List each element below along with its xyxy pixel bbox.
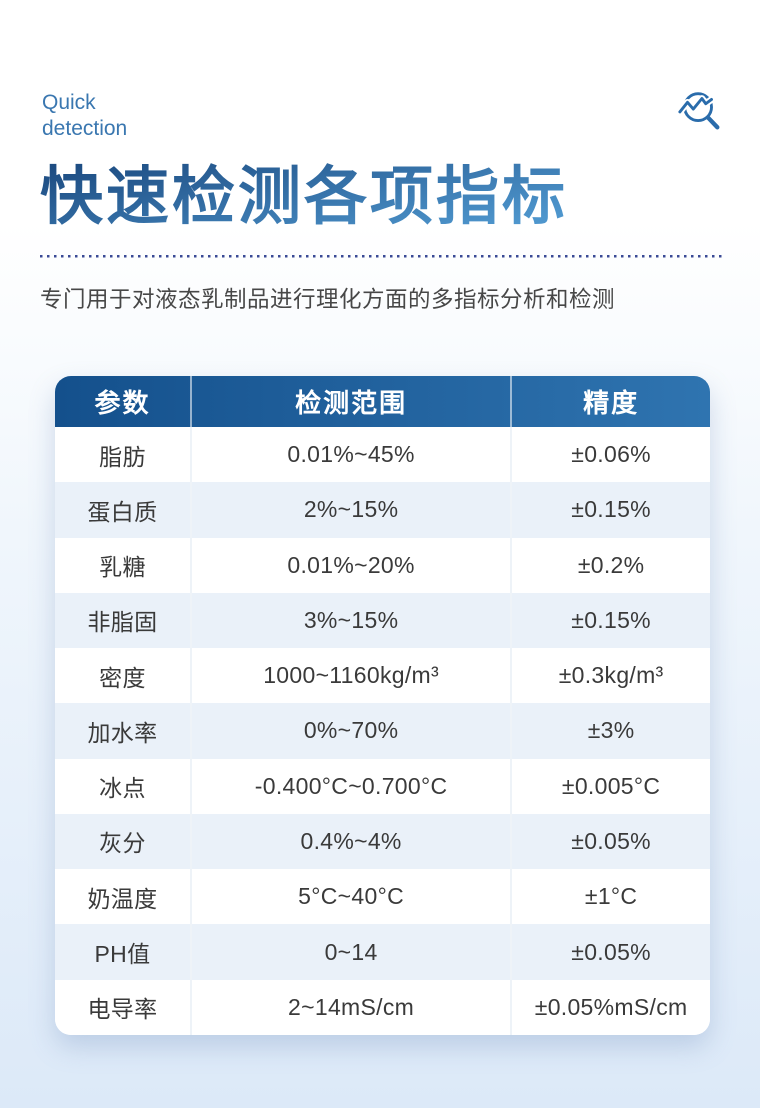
range-cell: 2%~15% <box>192 482 513 538</box>
precision-cell: ±0.05%mS/cm <box>534 993 688 1020</box>
parameter-cell: 乳糖 <box>55 537 192 593</box>
parameter-cell: 密度 <box>55 648 192 704</box>
precision-cell: ±0.05% <box>571 827 651 854</box>
range-cell: 0.01%~45% <box>192 427 513 483</box>
range-cell: 5°C~40°C <box>192 869 513 925</box>
table-row: 脂肪 0.01%~45% ±0.06% <box>55 427 710 483</box>
precision-cell: ±0.06% <box>571 441 651 468</box>
precision-cell: ±3% <box>587 717 635 744</box>
precision-cell: ±0.3kg/m³ <box>558 662 664 689</box>
precision-cell: ±0.15% <box>571 496 651 523</box>
parameter-cell: 灰分 <box>55 813 192 870</box>
range-cell: -0.400°C~0.700°C <box>192 758 513 814</box>
page-title: 快速检测各项指标 <box>40 146 568 237</box>
page-subtitle: 专门用于对液态乳制品进行理化方面的多指标分析和检测 <box>40 287 616 312</box>
table-body: 脂肪 0.01%~45% ±0.06% 蛋白质 2%~15% ±0.15% 乳糖… <box>55 427 710 1035</box>
precision-cell: ±0.005°C <box>561 772 661 799</box>
table-row: 奶温度 5°C~40°C ±1°C <box>55 869 710 925</box>
header-cell-precision: 精度 <box>510 376 710 427</box>
parameter-cell: 蛋白质 <box>55 482 192 538</box>
parameter-cell: 电导率 <box>55 979 192 1035</box>
parameter-cell: PH值 <box>55 924 192 980</box>
range-cell: 3%~15% <box>192 592 513 649</box>
table-row: 灰分 0.4%~4% ±0.05% <box>55 813 710 870</box>
parameter-cell: 脂肪 <box>55 427 192 483</box>
table-row: 非脂固 3%~15% ±0.15% <box>55 592 710 649</box>
table-row: 蛋白质 2%~15% ±0.15% <box>55 482 710 538</box>
eyebrow-text: Quick detection <box>42 90 127 141</box>
parameter-cell: 加水率 <box>55 703 192 759</box>
table-row: PH值 0~14 ±0.05% <box>55 924 710 980</box>
magnifier-trend-icon <box>676 86 724 134</box>
range-cell: 2~14mS/cm <box>192 979 513 1035</box>
range-cell: 0%~70% <box>192 703 513 759</box>
table-row: 电导率 2~14mS/cm ±0.05%mS/cm <box>55 979 710 1035</box>
eyebrow-line-2: detection <box>42 116 128 140</box>
precision-cell: ±0.05% <box>571 938 651 965</box>
table-row: 密度 1000~1160kg/m³ ±0.3kg/m³ <box>55 648 710 704</box>
table-row: 加水率 0%~70% ±3% <box>55 703 710 759</box>
eyebrow-line-1: Quick <box>42 91 96 114</box>
range-cell: 0.01%~20% <box>192 537 513 593</box>
parameter-cell: 奶温度 <box>55 869 192 925</box>
precision-cell: ±0.2% <box>577 551 645 578</box>
table-row: 乳糖 0.01%~20% ±0.2% <box>55 537 710 593</box>
table-header-row: 参数 检测范围 精度 <box>55 376 710 427</box>
table-row: 冰点 -0.400°C~0.700°C ±0.005°C <box>55 758 710 814</box>
precision-cell: ±1°C <box>584 883 638 910</box>
range-cell: 1000~1160kg/m³ <box>192 648 513 704</box>
range-cell: 0~14 <box>192 924 513 980</box>
header-cell-parameter: 参数 <box>94 388 151 418</box>
precision-cell: ±0.15% <box>571 606 651 633</box>
range-cell: 0.4%~4% <box>192 813 513 870</box>
dotted-divider <box>40 255 722 258</box>
spec-table: 参数 检测范围 精度 脂肪 0.01%~45% ±0.06% 蛋白质 2%~15… <box>55 376 710 1035</box>
header-cell-range: 检测范围 <box>189 376 510 427</box>
parameter-cell: 冰点 <box>55 758 192 814</box>
parameter-cell: 非脂固 <box>55 592 192 649</box>
